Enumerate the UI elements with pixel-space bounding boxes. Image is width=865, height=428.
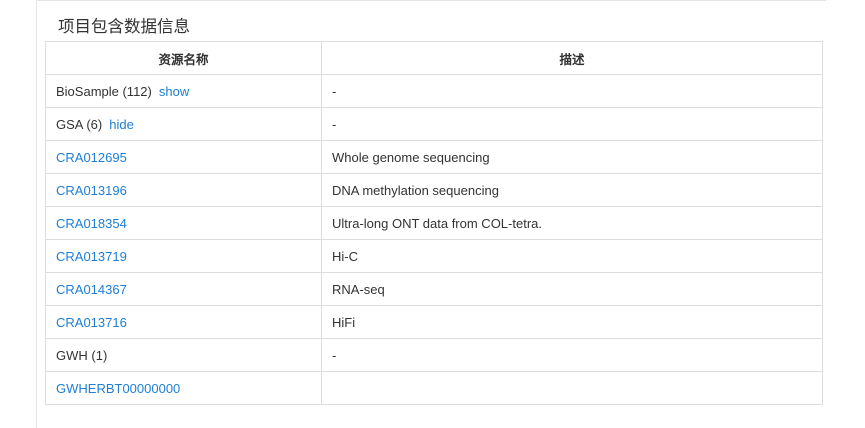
accession-link[interactable]: CRA013196 — [56, 182, 127, 198]
description-cell: DNA methylation sequencing — [321, 173, 823, 207]
resource-group-label: GWH (1) — [56, 347, 108, 363]
header-resource-name: 资源名称 — [45, 41, 322, 75]
table-row: CRA014367 RNA-seq — [45, 272, 823, 306]
accession-link[interactable]: CRA012695 — [56, 149, 127, 165]
table-row: CRA013196 DNA methylation sequencing — [45, 173, 823, 207]
resource-name-cell: CRA018354 — [45, 206, 322, 240]
accession-link[interactable]: GWHERBT00000000 — [56, 380, 181, 396]
accession-link[interactable]: CRA014367 — [56, 281, 127, 297]
description-cell: - — [321, 107, 823, 141]
description-cell: Hi-C — [321, 239, 823, 273]
resource-name-cell: GWH (1) — [45, 338, 322, 372]
header-description: 描述 — [321, 41, 823, 75]
description-cell: - — [321, 338, 823, 372]
description-cell: HiFi — [321, 305, 823, 339]
table-row: GWHERBT00000000 — [45, 371, 823, 405]
resource-name-cell: GSA (6) hide — [45, 107, 322, 141]
accession-link[interactable]: CRA013719 — [56, 248, 127, 264]
accession-link[interactable]: CRA018354 — [56, 215, 127, 231]
table-row: CRA012695 Whole genome sequencing — [45, 140, 823, 174]
table-row-gwh: GWH (1) - — [45, 338, 823, 372]
resource-name-cell: GWHERBT00000000 — [45, 371, 322, 405]
resource-group-label: BioSample (112) — [56, 83, 152, 99]
resource-name-cell: CRA014367 — [45, 272, 322, 306]
description-cell: - — [321, 74, 823, 108]
resource-name-cell: CRA013196 — [45, 173, 322, 207]
table-row: CRA013719 Hi-C — [45, 239, 823, 273]
table-row: CRA018354 Ultra-long ONT data from COL-t… — [45, 206, 823, 240]
resource-group-label: GSA (6) — [56, 116, 103, 132]
accession-link[interactable]: CRA013716 — [56, 314, 127, 330]
description-cell — [321, 371, 823, 405]
description-cell: RNA-seq — [321, 272, 823, 306]
resource-name-cell: CRA013716 — [45, 305, 322, 339]
description-cell: Whole genome sequencing — [321, 140, 823, 174]
table-header-row: 资源名称 描述 — [45, 41, 823, 75]
top-divider — [36, 0, 826, 1]
resource-name-cell: CRA012695 — [45, 140, 322, 174]
description-cell: Ultra-long ONT data from COL-tetra. — [321, 206, 823, 240]
resource-table: 资源名称 描述 BioSample (112) show - GSA (6) hid… — [45, 41, 823, 405]
left-divider — [36, 0, 37, 428]
table-row-biosample: BioSample (112) show - — [45, 74, 823, 108]
table-row: CRA013716 HiFi — [45, 305, 823, 339]
hide-toggle-link[interactable]: hide — [109, 116, 134, 132]
show-toggle-link[interactable]: show — [158, 83, 190, 99]
section-title: 项目包含数据信息 — [58, 17, 190, 36]
resource-name-cell: CRA013719 — [45, 239, 322, 273]
table-row-gsa: GSA (6) hide - — [45, 107, 823, 141]
resource-name-cell: BioSample (112) show — [45, 74, 322, 108]
